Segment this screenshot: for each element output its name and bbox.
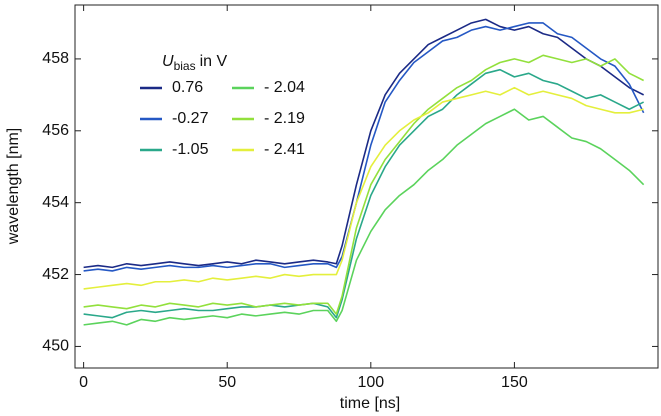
legend-label: -1.05 [172,141,209,158]
y-tick-label: 452 [42,266,69,283]
series-line [83,68,644,319]
legend-title: Ubias in V [162,53,227,73]
x-tick-label: 0 [79,374,88,391]
series-line [83,86,644,290]
series-line [83,108,645,326]
legend-subscript: bias [174,59,196,73]
legend-title-text: in V [200,53,228,70]
series-line [83,18,644,269]
y-tick-label: 454 [42,194,69,211]
x-axis-label: time [ns] [340,395,400,412]
legend-label: - 2.41 [264,141,305,158]
y-tick-label: 458 [42,50,69,67]
legend-label: - 2.19 [264,110,305,127]
y-tick-label: 456 [42,122,69,139]
legend-label: -0.27 [172,110,209,127]
legend-symbol: U [162,53,174,70]
x-tick-label: 100 [357,374,384,391]
legend-label: - 2.04 [264,79,305,96]
y-tick-label: 450 [42,338,69,355]
y-axis-label: wavelength [nm] [5,128,22,246]
x-tick-label: 50 [218,374,236,391]
legend-label: 0.76 [172,79,203,96]
x-tick-label: 150 [501,374,528,391]
series-line [83,54,644,315]
plot-frame [74,4,659,369]
